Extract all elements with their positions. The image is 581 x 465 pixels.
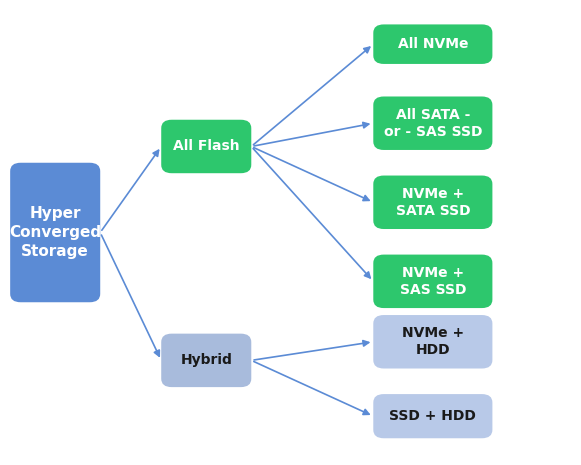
- FancyBboxPatch shape: [373, 315, 493, 368]
- FancyBboxPatch shape: [161, 120, 251, 173]
- Text: All SATA -
or - SAS SSD: All SATA - or - SAS SSD: [383, 107, 482, 139]
- FancyBboxPatch shape: [373, 394, 493, 438]
- Text: Hyper
Converged
Storage: Hyper Converged Storage: [9, 206, 101, 259]
- Text: NVMe +
HDD: NVMe + HDD: [402, 326, 464, 358]
- Text: SSD + HDD: SSD + HDD: [389, 409, 476, 423]
- FancyBboxPatch shape: [373, 97, 493, 150]
- Text: NVMe +
SATA SSD: NVMe + SATA SSD: [396, 186, 470, 218]
- Text: All Flash: All Flash: [173, 140, 239, 153]
- FancyBboxPatch shape: [373, 255, 493, 308]
- Text: All NVMe: All NVMe: [397, 37, 468, 51]
- FancyBboxPatch shape: [161, 334, 251, 387]
- Text: NVMe +
SAS SSD: NVMe + SAS SSD: [400, 266, 466, 297]
- FancyBboxPatch shape: [373, 25, 493, 64]
- FancyBboxPatch shape: [10, 163, 100, 302]
- Text: Hybrid: Hybrid: [180, 353, 232, 367]
- FancyBboxPatch shape: [373, 176, 493, 229]
